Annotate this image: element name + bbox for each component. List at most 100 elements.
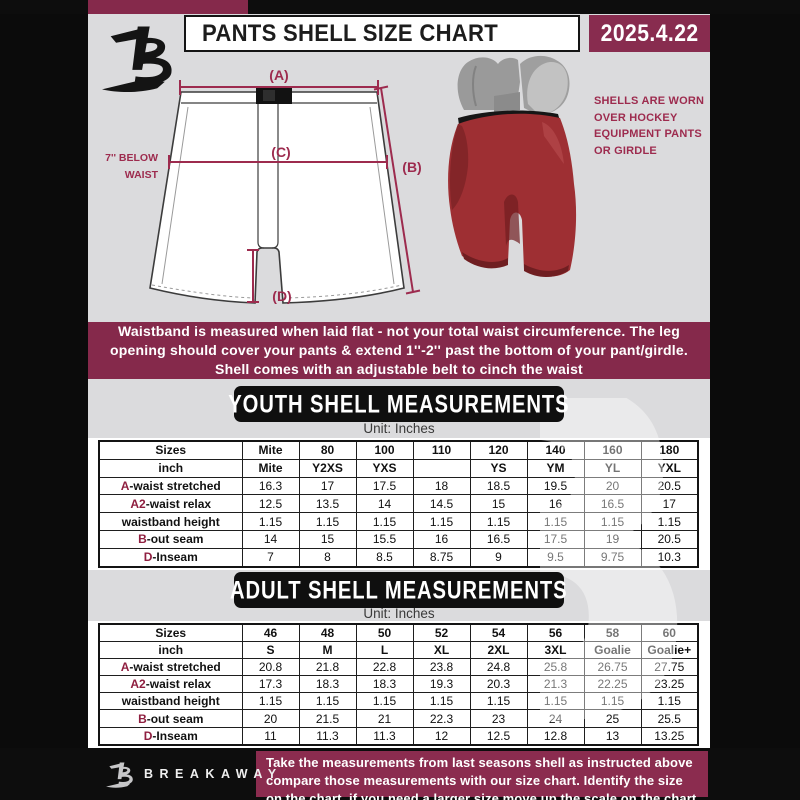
waist-note: 7'' BELOW WAIST	[105, 152, 158, 182]
adult-size-table: Sizes 46 48 50 52 54 56 58 60 inch S M L XL 2XL 3XL Goal…	[98, 623, 699, 746]
size-cell: 20.5	[640, 529, 699, 549]
table-row: inch S M L XL 2XL 3XL Goalie Goalie+	[98, 641, 699, 660]
table-row: A2-waist relax 17.3 18.3 18.3 19.3 20.3 21.3 22…	[98, 675, 699, 694]
shorts-outline	[149, 91, 405, 304]
size-cell: 16.5	[469, 529, 528, 549]
size-cell: 16	[412, 529, 471, 549]
size-cell: 19	[583, 529, 642, 549]
size-cell: 60	[640, 623, 699, 643]
table-row: waistband height 1.15 1.15 1.15 1.15 1.15 1.15…	[98, 692, 699, 711]
size-cell: 3XL	[526, 641, 585, 660]
belt-buckle	[256, 87, 292, 104]
table-row: B-out seam 20 21.5 21 22.3 23 24 25 25.5	[98, 709, 699, 728]
size-cell: 18	[412, 476, 471, 496]
size-cell: 100	[355, 440, 414, 460]
size-cell: 9.5	[526, 547, 585, 568]
size-cell: 1.15	[583, 692, 642, 711]
red-shell	[448, 110, 577, 277]
size-cell: 9.75	[583, 547, 642, 568]
size-cell: 17.3	[241, 675, 300, 694]
size-cell: 1.15	[412, 512, 471, 531]
size-cell: 11.3	[298, 726, 357, 746]
table-row: D-Inseam 11 11.3 11.3 12 12.5 12.8 13 13.25	[98, 726, 699, 746]
table-row: D-Inseam 7 8 8.5 8.75 9 9.5 9.75 10.3	[98, 547, 699, 568]
youth-heading-text: YOUTH SHELL MEASUREMENTS	[228, 389, 570, 418]
size-cell: 14.5	[412, 494, 471, 514]
size-cell: 1.15	[298, 512, 357, 531]
size-cell: 1.15	[412, 692, 471, 711]
size-cell: 15.5	[355, 529, 414, 549]
table-row: A-waist stretched 20.8 21.8 22.8 23.8 24.8 25.…	[98, 658, 699, 677]
size-cell: 14	[355, 494, 414, 514]
footer-bar: Take the measurements from last seasons …	[0, 748, 800, 800]
size-cell: 13.25	[640, 726, 699, 746]
size-cell: 13	[583, 726, 642, 746]
size-cell: 25.5	[640, 709, 699, 728]
size-cell: 120	[469, 440, 528, 460]
size-cell: 7	[241, 547, 300, 568]
size-cell: YM	[526, 458, 585, 478]
size-cell: 19.5	[526, 476, 585, 496]
size-cell: 23.25	[640, 675, 699, 694]
size-cell: L	[355, 641, 414, 660]
size-cell: 9	[469, 547, 528, 568]
size-cell: 1.15	[355, 692, 414, 711]
size-cell: YXL	[640, 458, 699, 478]
size-cell: 1.15	[241, 512, 300, 531]
size-cell: 25	[583, 709, 642, 728]
size-cell: S	[241, 641, 300, 660]
size-cell: 18.3	[298, 675, 357, 694]
size-cell: YXS	[355, 458, 414, 478]
size-cell: 58	[583, 623, 642, 643]
row-label: waistband height	[98, 512, 243, 531]
size-cell: Mite	[241, 458, 300, 478]
size-cell: 48	[298, 623, 357, 643]
row-label: A-waist stretched	[98, 476, 243, 496]
size-cell: 8.5	[355, 547, 414, 568]
size-cell: 160	[583, 440, 642, 460]
size-cell: 15	[298, 529, 357, 549]
size-cell: 110	[412, 440, 471, 460]
row-label: B-out seam	[98, 709, 243, 728]
size-cell: 20.3	[469, 675, 528, 694]
row-label: Sizes	[98, 440, 243, 460]
youth-unit-label: Unit: Inches	[363, 421, 435, 436]
size-cell: 14	[241, 529, 300, 549]
adult-section-heading: ADULT SHELL MEASUREMENTS	[230, 572, 567, 608]
size-cell: 20.8	[241, 658, 300, 677]
row-label-letter: D	[143, 728, 153, 743]
size-cell: M	[298, 641, 357, 660]
row-label-letter: A	[120, 660, 130, 675]
breakaway-footer-logo-icon	[106, 762, 133, 788]
size-cell: 56	[526, 623, 585, 643]
measure-b-line	[373, 85, 421, 295]
row-label: A2-waist relax	[98, 675, 243, 694]
size-cell: YL	[583, 458, 642, 478]
size-cell: 18.5	[469, 476, 528, 496]
size-cell: 17.5	[355, 476, 414, 496]
product-photo	[448, 55, 577, 277]
adult-unit-label: Unit: Inches	[363, 606, 435, 621]
size-cell: 180	[640, 440, 699, 460]
row-label: inch	[98, 458, 243, 478]
size-cell: Y2XS	[298, 458, 357, 478]
table-row: waistband height 1.15 1.15 1.15 1.15 1.15 1.15…	[98, 512, 699, 531]
size-cell: 12.5	[241, 494, 300, 514]
top-bar	[0, 0, 800, 14]
size-cell: 1.15	[355, 512, 414, 531]
top-bar-accent	[88, 0, 248, 14]
table-row: Sizes 46 48 50 52 54 56 58 60	[98, 623, 699, 643]
size-cell: Mite	[241, 440, 300, 460]
row-label: inch	[98, 641, 243, 660]
size-cell: 19.3	[412, 675, 471, 694]
measure-label-b: (B)	[402, 159, 421, 175]
size-cell: 50	[355, 623, 414, 643]
table-row: A-waist stretched 16.3 17 17.5 18 18.5 19.5 20 2…	[98, 476, 699, 496]
size-cell: YS	[469, 458, 528, 478]
size-cell: XL	[412, 641, 471, 660]
size-cell: 80	[298, 440, 357, 460]
size-cell: 46	[241, 623, 300, 643]
size-cell: 1.15	[469, 692, 528, 711]
size-cell: 18.3	[355, 675, 414, 694]
